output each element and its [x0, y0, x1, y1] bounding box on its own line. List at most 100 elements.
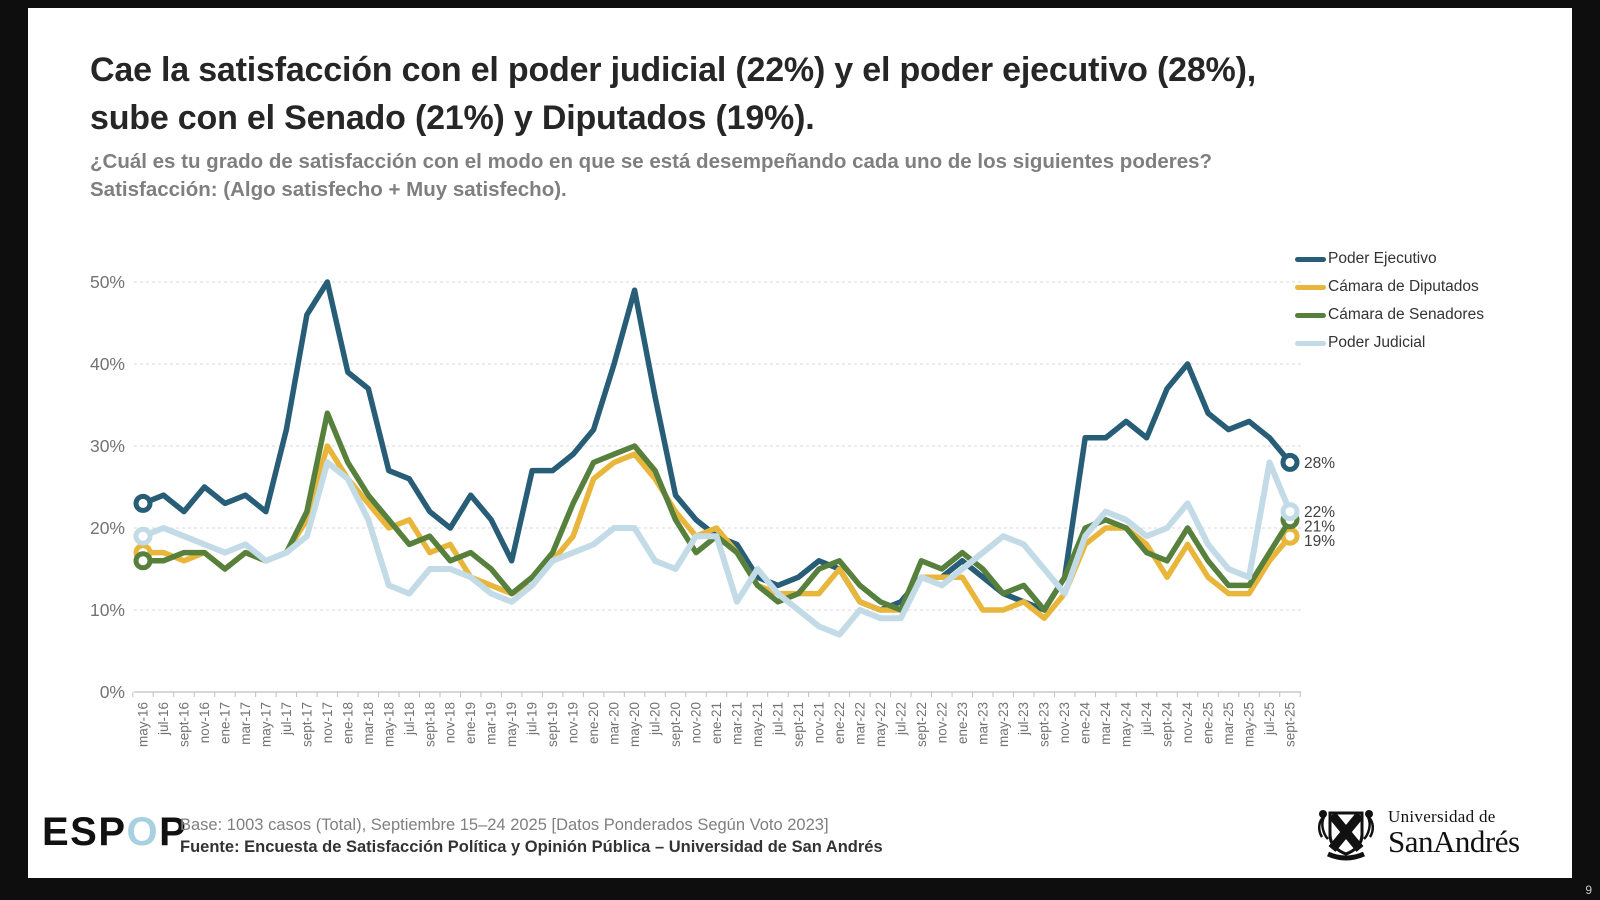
- legend-item-c-mara-de-diputados: Cámara de Diputados: [1295, 273, 1525, 301]
- svg-text:sept-22: sept-22: [914, 702, 929, 747]
- legend-label: Poder Ejecutivo: [1328, 250, 1437, 267]
- svg-text:10%: 10%: [90, 600, 125, 620]
- svg-text:ene-20: ene-20: [586, 702, 601, 744]
- universidad-san-andres-logo: Universidad de SanAndrés: [1310, 801, 1520, 863]
- y-axis-labels: 0% 10% 20% 30% 40% 50%: [90, 272, 125, 702]
- svg-text:jul-17: jul-17: [279, 702, 294, 736]
- svg-text:nov-24: nov-24: [1180, 702, 1195, 744]
- series-line-poder-judicial: [133, 459, 1300, 638]
- svg-text:sept-23: sept-23: [1037, 702, 1052, 747]
- svg-text:mar-23: mar-23: [975, 702, 990, 745]
- svg-text:21%: 21%: [1304, 519, 1335, 536]
- legend-label: Cámara de Senadores: [1328, 306, 1484, 323]
- espop-logo-accent-o: O: [126, 810, 160, 854]
- svg-text:jul-25: jul-25: [1262, 702, 1277, 736]
- svg-text:nov-23: nov-23: [1057, 702, 1072, 743]
- svg-text:28%: 28%: [1304, 455, 1335, 472]
- svg-text:may-22: may-22: [873, 702, 888, 747]
- svg-text:may-24: may-24: [1119, 702, 1134, 748]
- svg-text:jul-18: jul-18: [402, 702, 417, 736]
- svg-text:may-19: may-19: [504, 702, 519, 747]
- svg-text:20%: 20%: [90, 518, 125, 538]
- svg-text:jul-24: jul-24: [1139, 702, 1154, 737]
- svg-text:ene-17: ene-17: [217, 702, 232, 744]
- svg-text:ene-22: ene-22: [832, 702, 847, 744]
- svg-text:ene-19: ene-19: [463, 702, 478, 744]
- legend-item-c-mara-de-senadores: Cámara de Senadores: [1295, 301, 1525, 329]
- svg-text:mar-17: mar-17: [238, 702, 253, 745]
- svg-text:jul-16: jul-16: [156, 702, 171, 736]
- svg-text:jul-20: jul-20: [648, 702, 663, 736]
- x-axis: [132, 691, 1301, 697]
- line-chart: 0% 10% 20% 30% 40% 50% may-16 jul-16 sept-16 nov-…: [90, 272, 1335, 748]
- legend-label: Cámara de Diputados: [1328, 278, 1479, 295]
- svg-text:mar-22: mar-22: [852, 702, 867, 745]
- svg-text:nov-21: nov-21: [811, 702, 826, 743]
- legend-item-poder-judicial: Poder Judicial: [1295, 329, 1525, 357]
- svg-text:may-18: may-18: [381, 702, 396, 747]
- espop-logo: ESPOP: [42, 810, 187, 855]
- svg-text:22%: 22%: [1304, 504, 1335, 521]
- title-line-1: Cae la satisfacción con el poder judicia…: [90, 51, 1256, 89]
- svg-text:jul-21: jul-21: [770, 702, 785, 736]
- university-name-bottom: SanAndrés: [1388, 824, 1520, 859]
- espop-logo-text-end: P: [159, 810, 188, 854]
- svg-text:sept-18: sept-18: [422, 702, 437, 747]
- svg-text:may-20: may-20: [627, 702, 642, 747]
- x-axis-labels: may-16 jul-16 sept-16 nov-16 ene-17 mar-17 may…: [136, 702, 1298, 748]
- svg-text:ene-25: ene-25: [1201, 702, 1216, 744]
- footer: Base: 1003 casos (Total), Septiembre 15–…: [180, 816, 883, 857]
- svg-text:may-17: may-17: [258, 702, 273, 747]
- chart-legend: Poder Ejecutivo Cámara de Diputados Cámara…: [1295, 245, 1525, 357]
- svg-text:jul-23: jul-23: [1016, 702, 1031, 736]
- svg-text:may-25: may-25: [1242, 702, 1257, 747]
- svg-text:nov-18: nov-18: [443, 702, 458, 743]
- svg-text:sept-24: sept-24: [1160, 702, 1175, 748]
- svg-text:19%: 19%: [1304, 533, 1335, 550]
- title-line-2: sube con el Senado (21%) y Diputados (19…: [90, 99, 815, 137]
- svg-text:sept-21: sept-21: [791, 702, 806, 747]
- svg-text:0%: 0%: [100, 682, 125, 702]
- university-name-top: Universidad de: [1388, 807, 1496, 826]
- svg-text:ene-21: ene-21: [709, 702, 724, 744]
- gridlines: [134, 281, 1301, 611]
- legend-swatch: [1295, 256, 1326, 262]
- university-crest-icon: [1318, 810, 1374, 861]
- svg-text:mar-18: mar-18: [361, 702, 376, 745]
- svg-text:mar-20: mar-20: [607, 702, 622, 745]
- svg-text:may-16: may-16: [136, 702, 151, 747]
- end-value-labels: 28% 22%21%19%: [1304, 455, 1335, 550]
- subtitle-line-2: Satisfacción: (Algo satisfecho + Muy sat…: [90, 178, 567, 201]
- svg-text:nov-20: nov-20: [689, 702, 704, 743]
- espop-logo-text: ESP: [42, 810, 127, 854]
- legend-label: Poder Judicial: [1328, 334, 1426, 351]
- svg-text:sept-25: sept-25: [1283, 702, 1298, 747]
- legend-item-poder-ejecutivo: Poder Ejecutivo: [1295, 245, 1525, 273]
- slide: Cae la satisfacción con el poder judicia…: [28, 8, 1572, 878]
- page-number: 9: [1585, 883, 1592, 897]
- svg-text:nov-22: nov-22: [934, 702, 949, 743]
- svg-text:may-23: may-23: [996, 702, 1011, 747]
- svg-text:jul-22: jul-22: [893, 702, 908, 736]
- university-name: Universidad de SanAndrés: [1388, 807, 1520, 857]
- svg-text:jul-19: jul-19: [525, 702, 540, 736]
- svg-text:mar-19: mar-19: [484, 702, 499, 745]
- svg-text:may-21: may-21: [750, 702, 765, 747]
- legend-swatch: [1295, 340, 1326, 346]
- svg-text:mar-21: mar-21: [729, 702, 744, 745]
- legend-swatch: [1295, 312, 1326, 318]
- svg-text:40%: 40%: [90, 354, 125, 374]
- svg-text:nov-19: nov-19: [566, 702, 581, 743]
- footer-base-note: Base: 1003 casos (Total), Septiembre 15–…: [180, 816, 829, 834]
- footer-source-note: Fuente: Encuesta de Satisfacción Polític…: [180, 838, 883, 856]
- svg-text:50%: 50%: [90, 272, 125, 292]
- legend-swatch: [1295, 284, 1326, 290]
- svg-text:ene-23: ene-23: [955, 702, 970, 744]
- svg-text:ene-18: ene-18: [340, 702, 355, 744]
- svg-text:30%: 30%: [90, 436, 125, 456]
- chart-subtitle: ¿Cuál es tu grado de satisfacción con el…: [90, 148, 1390, 204]
- subtitle-line-1: ¿Cuál es tu grado de satisfacción con el…: [90, 150, 1213, 173]
- svg-text:ene-24: ene-24: [1078, 702, 1093, 745]
- svg-text:nov-16: nov-16: [197, 702, 212, 743]
- page-title: Cae la satisfacción con el poder judicia…: [90, 46, 1520, 142]
